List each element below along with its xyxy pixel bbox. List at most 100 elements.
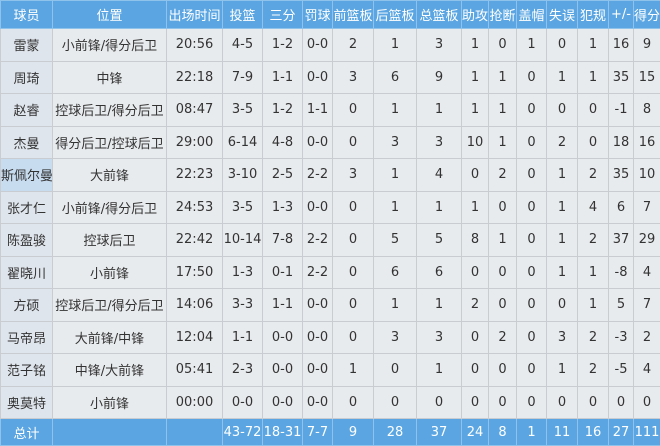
column-header[interactable]: 投篮 (223, 1, 263, 29)
stat-cell: 29 (634, 224, 660, 257)
stat-cell: 0 (547, 289, 578, 322)
stat-cell: 0-0 (303, 354, 333, 387)
stat-cell: 1 (462, 94, 489, 127)
stat-cell: 0 (462, 321, 489, 354)
stat-cell: 0 (462, 386, 489, 419)
column-header[interactable]: 助攻 (462, 1, 489, 29)
stat-cell: 小前锋 (53, 256, 167, 289)
stat-cell: 4-5 (223, 29, 263, 62)
column-header[interactable]: +/- (609, 1, 634, 29)
stat-cell: 2 (578, 159, 609, 192)
column-header[interactable]: 三分 (263, 1, 303, 29)
stat-cell: 2 (547, 126, 578, 159)
stat-cell: 0 (489, 256, 517, 289)
column-header[interactable]: 犯规 (578, 1, 609, 29)
stat-cell: 1 (374, 289, 417, 322)
stat-cell: 7 (634, 289, 660, 322)
stat-cell: 0 (333, 94, 374, 127)
column-header[interactable]: 盖帽 (517, 1, 547, 29)
column-header[interactable]: 球员 (1, 1, 53, 29)
stat-cell: 1-1 (223, 321, 263, 354)
stat-cell: 0-0 (263, 386, 303, 419)
stat-cell: 0 (517, 159, 547, 192)
stat-cell: 10-14 (223, 224, 263, 257)
stat-cell: 1 (578, 289, 609, 322)
stat-cell: 0 (547, 94, 578, 127)
total-cell: 9 (333, 419, 374, 446)
stat-cell: 0 (517, 94, 547, 127)
stat-cell: 1-3 (223, 256, 263, 289)
stat-cell: 0 (462, 354, 489, 387)
stat-cell: 3 (417, 321, 462, 354)
column-header[interactable]: 前篮板 (333, 1, 374, 29)
total-cell: 7-7 (303, 419, 333, 446)
stat-cell: 6 (374, 61, 417, 94)
stat-cell: 3 (547, 321, 578, 354)
stat-cell: 1 (578, 256, 609, 289)
stat-cell: 4 (634, 256, 660, 289)
column-header[interactable]: 抢断 (489, 1, 517, 29)
stat-cell: 0-0 (263, 354, 303, 387)
stat-cell: 1-3 (263, 191, 303, 224)
stat-cell: 6 (609, 191, 634, 224)
stat-cell: 1 (547, 224, 578, 257)
player-name: 赵睿 (1, 94, 53, 127)
stat-cell: 1 (417, 191, 462, 224)
column-header[interactable]: 失误 (547, 1, 578, 29)
column-header[interactable]: 得分 (634, 1, 660, 29)
player-name: 马帝昂 (1, 321, 53, 354)
stat-cell: 0 (517, 289, 547, 322)
stat-cell: 1 (547, 191, 578, 224)
column-header[interactable]: 出场时间 (167, 1, 223, 29)
stat-cell: 3-5 (223, 191, 263, 224)
stat-cell: 1 (462, 61, 489, 94)
stat-cell: 1 (489, 61, 517, 94)
player-name: 奥莫特 (1, 386, 53, 419)
stat-cell: 2 (578, 224, 609, 257)
stat-cell: 0 (609, 386, 634, 419)
stat-cell: 7-9 (223, 61, 263, 94)
stat-cell: 0 (547, 29, 578, 62)
stat-cell: 控球后卫 (53, 224, 167, 257)
stat-cell: 4 (634, 354, 660, 387)
stat-cell: 15 (634, 61, 660, 94)
total-cell (53, 419, 167, 446)
stat-cell: 7 (634, 191, 660, 224)
stat-cell: 2 (489, 321, 517, 354)
total-cell: 8 (489, 419, 517, 446)
stat-cell: 0 (634, 386, 660, 419)
stat-cell: 1 (417, 94, 462, 127)
column-header[interactable]: 总篮板 (417, 1, 462, 29)
stat-cell: 6 (417, 256, 462, 289)
column-header[interactable]: 后篮板 (374, 1, 417, 29)
stat-cell: 4 (578, 191, 609, 224)
total-cell: 16 (578, 419, 609, 446)
stat-cell: 0-0 (303, 386, 333, 419)
stat-cell: 12:04 (167, 321, 223, 354)
stat-cell: 2 (489, 159, 517, 192)
stat-cell: 9 (417, 61, 462, 94)
stat-cell: 1 (333, 354, 374, 387)
player-name: 陈盈骏 (1, 224, 53, 257)
column-header[interactable]: 罚球 (303, 1, 333, 29)
stat-cell: 0 (333, 321, 374, 354)
player-name: 翟晓川 (1, 256, 53, 289)
column-header[interactable]: 位置 (53, 1, 167, 29)
stat-cell: 4-8 (263, 126, 303, 159)
stat-cell: 0 (517, 61, 547, 94)
stat-cell: -5 (609, 354, 634, 387)
stat-cell: 1-1 (263, 61, 303, 94)
stat-cell: 中锋 (53, 61, 167, 94)
